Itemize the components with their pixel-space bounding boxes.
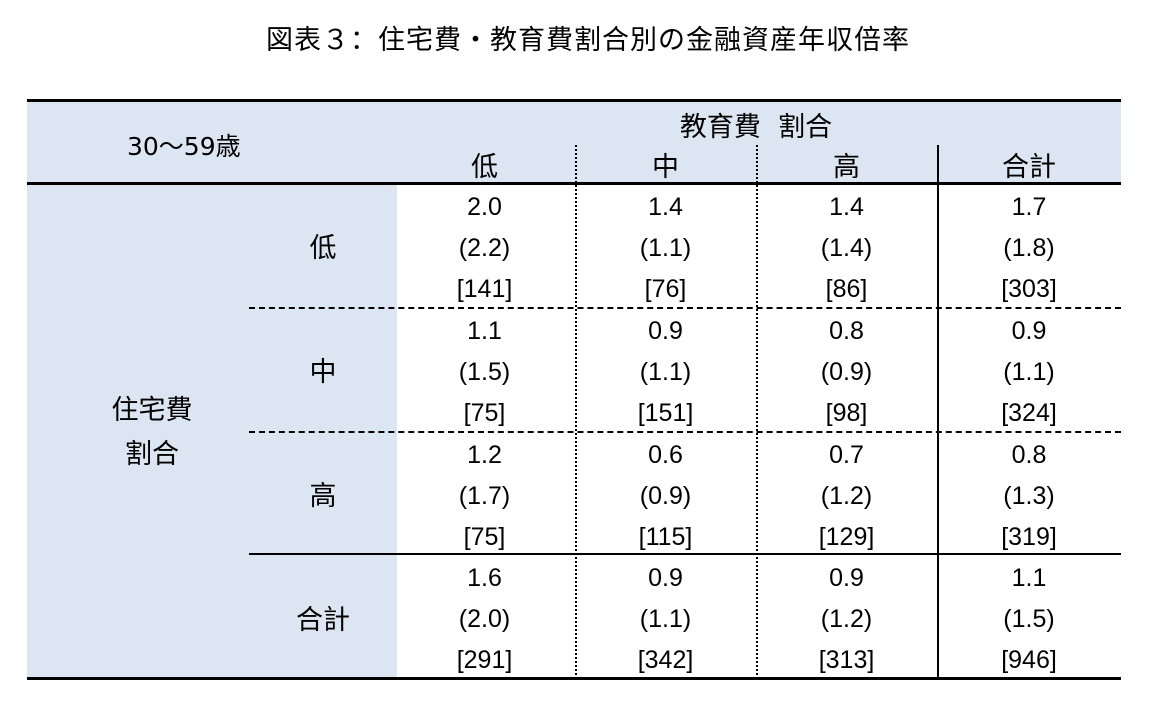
data-cell: 1.1 (1.5) [75] xyxy=(394,311,575,434)
cell-sample-size: [75] xyxy=(463,523,506,551)
cell-sample-size: [342] xyxy=(637,646,694,674)
data-cell: 0.8 (0.9) [98] xyxy=(756,311,937,434)
cell-ratio: 1.2 xyxy=(467,441,502,469)
cell-median: (1.3) xyxy=(1003,482,1055,510)
row-group-label-line: 住宅費 xyxy=(111,395,193,426)
column-header: 低 xyxy=(471,152,498,183)
data-cell: 2.0 (2.2) [141] xyxy=(394,187,575,310)
data-cell: 1.6 (2.0) [291] xyxy=(394,558,575,681)
row-group-label-line: 割合 xyxy=(125,439,179,470)
column-header: 合計 xyxy=(1002,152,1056,183)
cell-sample-size: [319] xyxy=(1001,523,1057,551)
cell-ratio: 0.6 xyxy=(648,441,683,469)
cell-sample-size: [151] xyxy=(637,399,694,427)
data-cell: 0.9 (1.1) [342] xyxy=(575,558,756,681)
column-header: 高 xyxy=(833,152,860,183)
total-row-divider xyxy=(249,553,1121,555)
cell-sample-size: [115] xyxy=(638,523,693,551)
data-cell: 0.9 (1.2) [313] xyxy=(756,558,937,681)
cell-median: (1.1) xyxy=(639,358,692,386)
cell-sample-size: [324] xyxy=(1001,399,1057,427)
row-label: 高 xyxy=(309,481,337,512)
page-title: 図表３：住宅費・教育費割合別の金融資産年収倍率 xyxy=(266,25,910,56)
cell-median: (1.1) xyxy=(1003,358,1055,386)
cell-ratio: 0.9 xyxy=(648,317,683,345)
data-cell: 1.2 (1.7) [75] xyxy=(394,435,575,558)
cell-sample-size: [98] xyxy=(825,399,868,427)
cell-ratio: 1.1 xyxy=(1011,564,1047,592)
row-divider xyxy=(249,431,1121,433)
cell-sample-size: [86] xyxy=(825,275,868,303)
data-cell: 1.7 (1.8) [303] xyxy=(937,187,1121,310)
row-label: 合計 xyxy=(296,605,350,636)
cell-ratio: 1.4 xyxy=(648,193,683,221)
cell-sample-size: [946] xyxy=(1001,646,1057,674)
cell-sample-size: [129] xyxy=(818,523,875,551)
row-label: 中 xyxy=(309,357,337,388)
column-divider xyxy=(756,145,758,679)
cell-median: (0.9) xyxy=(820,358,873,386)
row-label: 低 xyxy=(309,233,337,264)
cell-sample-size: [313] xyxy=(818,646,875,674)
cell-ratio: 1.4 xyxy=(829,193,864,221)
data-cell: 1.1 (1.5) [946] xyxy=(937,558,1121,681)
cell-ratio: 0.9 xyxy=(648,564,683,592)
cell-median: (1.7) xyxy=(458,482,511,510)
total-column-divider xyxy=(937,145,939,679)
cell-sample-size: [291] xyxy=(456,646,513,674)
data-cell: 1.4 (1.1) [76] xyxy=(575,187,756,310)
data-cell: 0.7 (1.2) [129] xyxy=(756,435,937,558)
cell-median: (1.2) xyxy=(820,482,873,510)
cell-sample-size: [141] xyxy=(456,275,513,303)
cell-median: (2.0) xyxy=(458,605,511,633)
data-cell: 0.9 (1.1) [151] xyxy=(575,311,756,434)
cell-ratio: 0.8 xyxy=(1011,441,1047,469)
cell-median: (1.1) xyxy=(639,234,692,262)
cell-median: (0.9) xyxy=(639,482,692,510)
data-table: 30～59歳 教育費 割合 低 中 高 合計 住宅費 割合 低 中 高 合計 2… xyxy=(27,99,1121,681)
cell-median: (1.8) xyxy=(1003,234,1055,262)
cell-sample-size: [75] xyxy=(463,399,506,427)
cell-median: (2.2) xyxy=(458,234,511,262)
cell-ratio: 0.7 xyxy=(829,441,864,469)
cell-ratio: 1.1 xyxy=(467,317,502,345)
table-top-border xyxy=(27,99,1121,102)
cell-ratio: 1.7 xyxy=(1011,193,1047,221)
column-header: 中 xyxy=(652,152,679,183)
table-bottom-border xyxy=(27,677,1121,680)
cell-median: (1.4) xyxy=(820,234,873,262)
cell-median: (1.2) xyxy=(820,605,873,633)
cell-ratio: 0.8 xyxy=(829,317,864,345)
data-cell: 0.8 (1.3) [319] xyxy=(937,435,1121,558)
cell-median: (1.1) xyxy=(639,605,692,633)
data-cell: 0.6 (0.9) [115] xyxy=(575,435,756,558)
cell-ratio: 2.0 xyxy=(467,193,502,221)
cell-ratio: 0.9 xyxy=(829,564,864,592)
cell-sample-size: [303] xyxy=(1001,275,1057,303)
column-divider xyxy=(575,145,577,679)
cell-sample-size: [76] xyxy=(644,275,687,303)
row-group-label: 住宅費 割合 xyxy=(77,389,227,477)
cell-median: (1.5) xyxy=(1003,605,1055,633)
row-divider xyxy=(249,307,1121,309)
age-label: 30～59歳 xyxy=(127,132,241,161)
cell-median: (1.5) xyxy=(458,358,511,386)
data-cell: 0.9 (1.1) [324] xyxy=(937,311,1121,434)
header-bottom-border xyxy=(27,182,1121,185)
cell-ratio: 0.9 xyxy=(1011,317,1047,345)
column-group-label: 教育費 割合 xyxy=(679,112,833,143)
data-cell: 1.4 (1.4) [86] xyxy=(756,187,937,310)
cell-ratio: 1.6 xyxy=(467,564,502,592)
